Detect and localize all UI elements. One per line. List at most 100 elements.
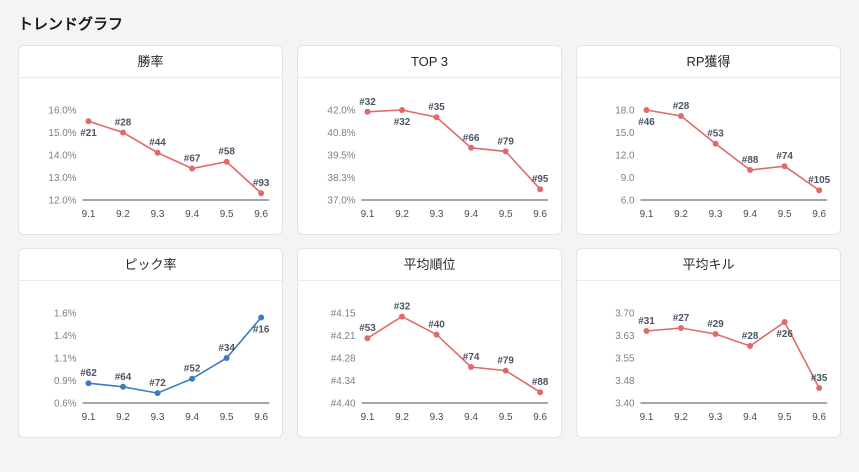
y-tick-label: 37.0%: [327, 195, 355, 206]
y-tick-label: 1.1%: [54, 353, 77, 364]
y-tick-label: 14.0%: [48, 150, 76, 161]
data-point: [399, 107, 405, 113]
data-point: [816, 385, 823, 391]
chart-title: ピック率: [19, 249, 282, 281]
point-label: #58: [218, 147, 235, 158]
x-tick-label: 9.1: [640, 209, 654, 220]
y-tick-label: 12.0: [615, 150, 635, 161]
point-label: #88: [742, 155, 759, 166]
data-point: [189, 375, 196, 382]
x-tick-label: 9.5: [220, 209, 234, 220]
y-tick-label: 9.0: [621, 173, 635, 184]
line-chart: 18.0 15.0 12.0 9.0 6.0 9.1 9.2 9.3 9.4 9.5 9.6 #46 #…: [577, 78, 840, 234]
y-tick-label: #4.21: [331, 331, 356, 342]
x-tick-label: 9.6: [254, 412, 268, 423]
x-tick-label: 9.3: [430, 209, 444, 220]
trend-line: [88, 316, 262, 394]
data-point: [747, 343, 754, 349]
x-tick-label: 9.5: [220, 412, 234, 423]
x-tick-label: 9.5: [778, 412, 792, 423]
y-tick-label: 1.4%: [54, 331, 77, 342]
y-tick-label: #4.40: [331, 398, 356, 409]
y-tick-label: 39.5%: [327, 150, 355, 161]
point-label: #44: [149, 138, 166, 149]
point-label: #93: [253, 178, 270, 189]
y-tick-label: 12.0%: [48, 195, 76, 206]
x-tick-label: 9.5: [499, 412, 513, 423]
line-chart-svg: 42.0% 40.8% 39.5% 38.3% 37.0% 9.1 9.2 9.3 9.4 9.5…: [327, 97, 548, 220]
data-point: [154, 390, 161, 397]
y-tick-label: #4.34: [331, 376, 356, 387]
line-chart-svg: #4.15 #4.21 #4.28 #4.34 #4.40 9.1 9.2 9.3 9.4 9.5…: [331, 302, 549, 423]
point-label: #53: [359, 323, 376, 334]
data-point: [433, 331, 440, 338]
data-point: [433, 114, 440, 121]
point-label: #35: [428, 102, 445, 113]
x-tick-label: 9.4: [185, 209, 199, 220]
x-tick-label: 9.1: [361, 412, 375, 423]
chart-title: TOP 3: [298, 46, 561, 78]
data-point: [537, 186, 544, 193]
x-tick-label: 9.6: [533, 209, 547, 220]
x-tick-label: 9.6: [812, 412, 826, 423]
trend-line: [367, 109, 541, 190]
point-label: #52: [184, 364, 201, 375]
point-label: #34: [218, 343, 235, 354]
y-tick-label: #4.15: [331, 308, 356, 319]
data-point: [816, 187, 823, 194]
point-label: #27: [673, 313, 690, 324]
y-tick-label: 13.0%: [48, 173, 76, 184]
y-tick-label: 1.6%: [54, 308, 77, 319]
data-point: [120, 383, 126, 390]
point-label: #105: [808, 175, 831, 186]
x-tick-label: 9.4: [743, 209, 757, 220]
line-chart: #4.15 #4.21 #4.28 #4.34 #4.40 9.1 9.2 9.3 9.4 9.5…: [298, 281, 561, 437]
y-tick-label: 3.70: [615, 308, 635, 319]
y-tick-label: 3.40: [615, 398, 635, 409]
line-chart: 42.0% 40.8% 39.5% 38.3% 37.0% 9.1 9.2 9.3 9.4 9.5…: [298, 78, 561, 234]
point-label: #32: [394, 302, 411, 313]
x-tick-label: 9.3: [151, 412, 165, 423]
x-tick-label: 9.3: [709, 412, 723, 423]
data-point: [223, 158, 230, 165]
x-tick-label: 9.2: [395, 209, 409, 220]
point-label: #88: [532, 377, 549, 388]
x-tick-label: 9.4: [743, 412, 757, 423]
line-chart-svg: 16.0% 15.0% 14.0% 13.0% 12.0% 9.1 9.2 9.3 9.4 9.5…: [48, 105, 270, 220]
trend-line: [646, 320, 820, 389]
x-tick-label: 9.2: [674, 209, 688, 220]
line-chart-svg: 1.6% 1.4% 1.1% 0.9% 0.6% 9.1 9.2 9.3 9.4 9.5 9.6 #6…: [54, 308, 270, 423]
point-label: #66: [463, 133, 480, 144]
line-chart: 1.6% 1.4% 1.1% 0.9% 0.6% 9.1 9.2 9.3 9.4 9.5 9.6 #6…: [19, 281, 282, 437]
x-tick-label: 9.6: [254, 209, 268, 220]
y-tick-label: 40.8%: [327, 128, 355, 139]
x-tick-label: 9.5: [499, 209, 513, 220]
point-label: #62: [80, 368, 97, 379]
y-tick-label: 18.0: [615, 105, 635, 116]
point-label: #31: [638, 316, 655, 327]
trend-line: [367, 315, 541, 393]
data-point: [468, 144, 475, 151]
y-tick-label: 3.48: [615, 376, 635, 387]
data-point: [399, 313, 405, 320]
chart-title: 平均順位: [298, 249, 561, 281]
point-label: #29: [707, 319, 724, 330]
x-tick-label: 9.4: [464, 209, 478, 220]
x-tick-label: 9.1: [82, 209, 96, 220]
chart-card-avg-rank: 平均順位 #4.15 #4.21 #4.28 #4.34 #4.40 9.1 9.2 9.3 9…: [297, 248, 562, 438]
data-point: [747, 167, 754, 173]
chart-grid: 勝率 16.0% 15.0% 14.0% 13.0% 12.0% 9.1 9.2 9.3 9.4…: [0, 45, 859, 438]
x-tick-label: 9.3: [151, 209, 165, 220]
x-tick-label: 9.3: [430, 412, 444, 423]
line-chart: 3.70 3.63 3.55 3.48 3.40 9.1 9.2 9.3 9.4 9.5 9.6 #3…: [577, 281, 840, 437]
data-point: [120, 129, 126, 136]
data-point: [643, 107, 650, 113]
data-point: [781, 319, 788, 325]
data-point: [223, 355, 230, 361]
point-label: #35: [811, 373, 828, 384]
y-tick-label: 6.0: [621, 195, 635, 206]
data-point: [502, 148, 509, 155]
y-tick-label: 38.3%: [327, 173, 355, 184]
point-label: #74: [463, 352, 480, 363]
line-chart-svg: 18.0 15.0 12.0 9.0 6.0 9.1 9.2 9.3 9.4 9.5 9.6 #46 #…: [615, 101, 831, 220]
